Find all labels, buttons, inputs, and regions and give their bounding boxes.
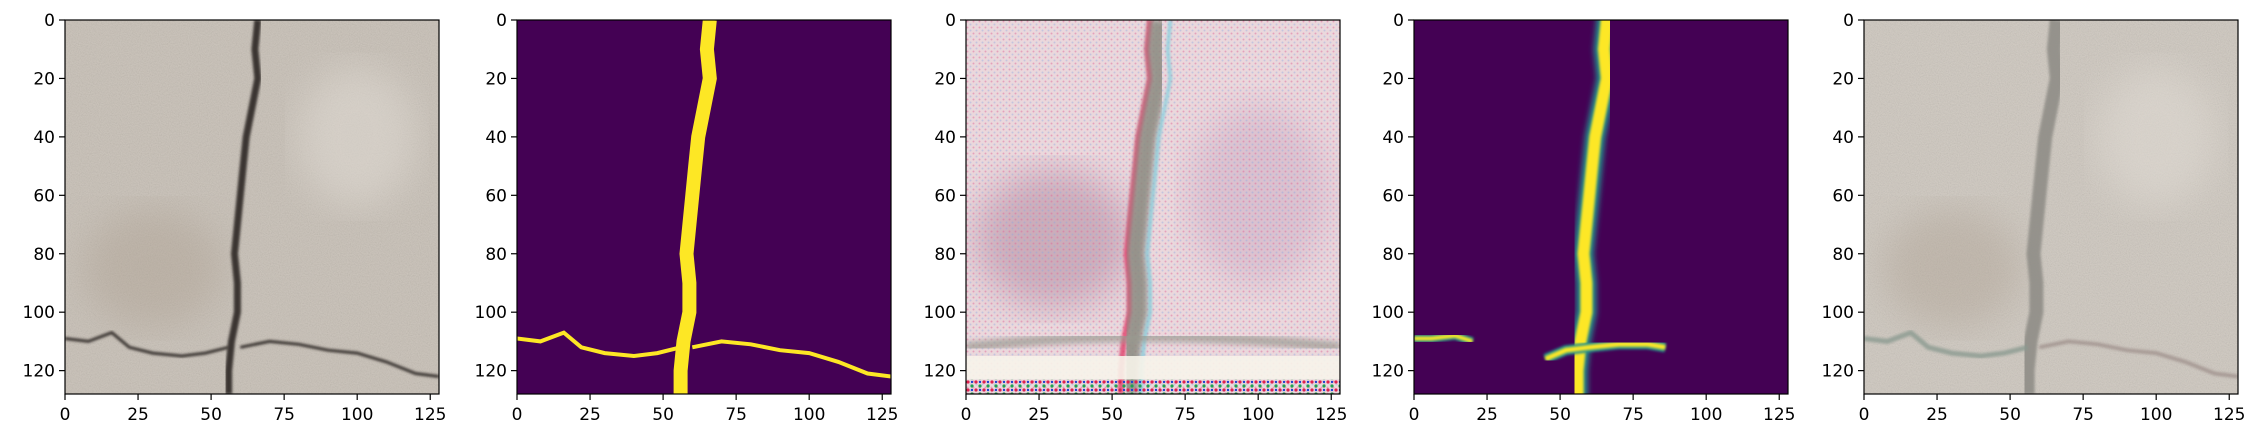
y-tick-label: 40	[1832, 128, 1854, 148]
x-tick-label: 75	[1622, 405, 1644, 425]
y-tick-label: 60	[934, 186, 956, 206]
y-tick-label: 100	[475, 303, 507, 323]
x-tick-label: 75	[273, 405, 295, 425]
y-tick-label: 20	[934, 69, 956, 89]
x-tick-label: 25	[1926, 405, 1948, 425]
y-tick-label: 80	[1382, 245, 1404, 265]
y-tick-label: 60	[485, 186, 507, 206]
x-tick-label: 100	[2140, 405, 2172, 425]
y-tick-label: 0	[496, 11, 507, 31]
x-tick-label: 0	[512, 405, 523, 425]
reconstructed-image-panel: 0 20 40 60 80 100 120 0 25 50 75 100 125	[1822, 11, 2246, 425]
x-tick-label: 75	[2072, 405, 2094, 425]
y-tick-label: 100	[924, 303, 956, 323]
y-tick-label: 40	[485, 128, 507, 148]
x-tick-label: 25	[1476, 405, 1498, 425]
y-tick-label: 100	[1822, 303, 1854, 323]
y-tick-label: 80	[33, 245, 55, 265]
ground-truth-mask-panel: 0 20 40 60 80 100 120 0 25 50 75 100 125	[475, 11, 899, 425]
x-tick-label: 100	[1690, 405, 1722, 425]
x-tick-label: 125	[1315, 405, 1347, 425]
x-tick-label: 125	[1763, 405, 1795, 425]
axes-frame	[1413, 19, 1789, 395]
y-tick-label: 40	[934, 128, 956, 148]
x-tick-label: 125	[866, 405, 898, 425]
y-tick-label: 20	[1832, 69, 1854, 89]
x-tick-label: 50	[652, 405, 674, 425]
x-tick-label: 0	[60, 405, 71, 425]
ground-truth-mask	[517, 20, 891, 394]
x-tick-label: 75	[725, 405, 747, 425]
x-tick-label: 0	[1409, 405, 1420, 425]
y-tick-label: 120	[1372, 362, 1404, 382]
x-tick-label: 125	[2213, 405, 2245, 425]
y-tick-label: 60	[33, 186, 55, 206]
y-tick-label: 120	[1822, 362, 1854, 382]
x-tick-label: 25	[579, 405, 601, 425]
y-tick-label: 0	[1393, 11, 1404, 31]
axes-frame	[516, 19, 892, 395]
y-tick-label: 100	[23, 303, 55, 323]
x-tick-label: 100	[1242, 405, 1274, 425]
y-tick-label: 40	[33, 128, 55, 148]
predicted-mask-panel: 0 20 40 60 80 100 120 0 25 50 75 100 125	[1372, 11, 1796, 425]
y-tick-label: 120	[23, 362, 55, 382]
axes-frame	[965, 19, 1341, 395]
axes-frame	[1863, 19, 2239, 395]
predicted-mask	[1414, 20, 1788, 394]
y-tick-label: 100	[1372, 303, 1404, 323]
x-tick-label: 50	[1101, 405, 1123, 425]
x-tick-label: 100	[341, 405, 373, 425]
x-tick-label: 100	[793, 405, 825, 425]
y-tick-label: 20	[33, 69, 55, 89]
input-image-panel: 0 20 40 60 80 100 120 0 25 50 75 100 125	[23, 11, 447, 425]
axes-frame	[64, 19, 440, 395]
y-tick-label: 80	[485, 245, 507, 265]
y-tick-label: 40	[1382, 128, 1404, 148]
x-tick-label: 50	[1999, 405, 2021, 425]
generated-image	[966, 20, 1340, 394]
y-tick-label: 80	[934, 245, 956, 265]
y-tick-label: 120	[924, 362, 956, 382]
x-tick-label: 75	[1174, 405, 1196, 425]
y-tick-label: 20	[1382, 69, 1404, 89]
y-tick-label: 20	[485, 69, 507, 89]
input-image	[65, 20, 439, 394]
x-tick-label: 50	[1549, 405, 1571, 425]
x-tick-label: 25	[1028, 405, 1050, 425]
y-tick-label: 60	[1832, 186, 1854, 206]
generated-image-panel: 0 20 40 60 80 100 120 0 25 50 75 100 125	[924, 11, 1348, 425]
x-tick-label: 50	[200, 405, 222, 425]
y-tick-label: 80	[1832, 245, 1854, 265]
y-tick-label: 120	[475, 362, 507, 382]
y-tick-label: 0	[44, 11, 55, 31]
y-tick-label: 60	[1382, 186, 1404, 206]
reconstructed-image	[1864, 20, 2238, 394]
x-tick-label: 25	[127, 405, 149, 425]
y-tick-label: 0	[945, 11, 956, 31]
y-tick-label: 0	[1843, 11, 1854, 31]
x-tick-label: 0	[1859, 405, 1870, 425]
x-tick-label: 0	[961, 405, 972, 425]
x-tick-label: 125	[414, 405, 446, 425]
